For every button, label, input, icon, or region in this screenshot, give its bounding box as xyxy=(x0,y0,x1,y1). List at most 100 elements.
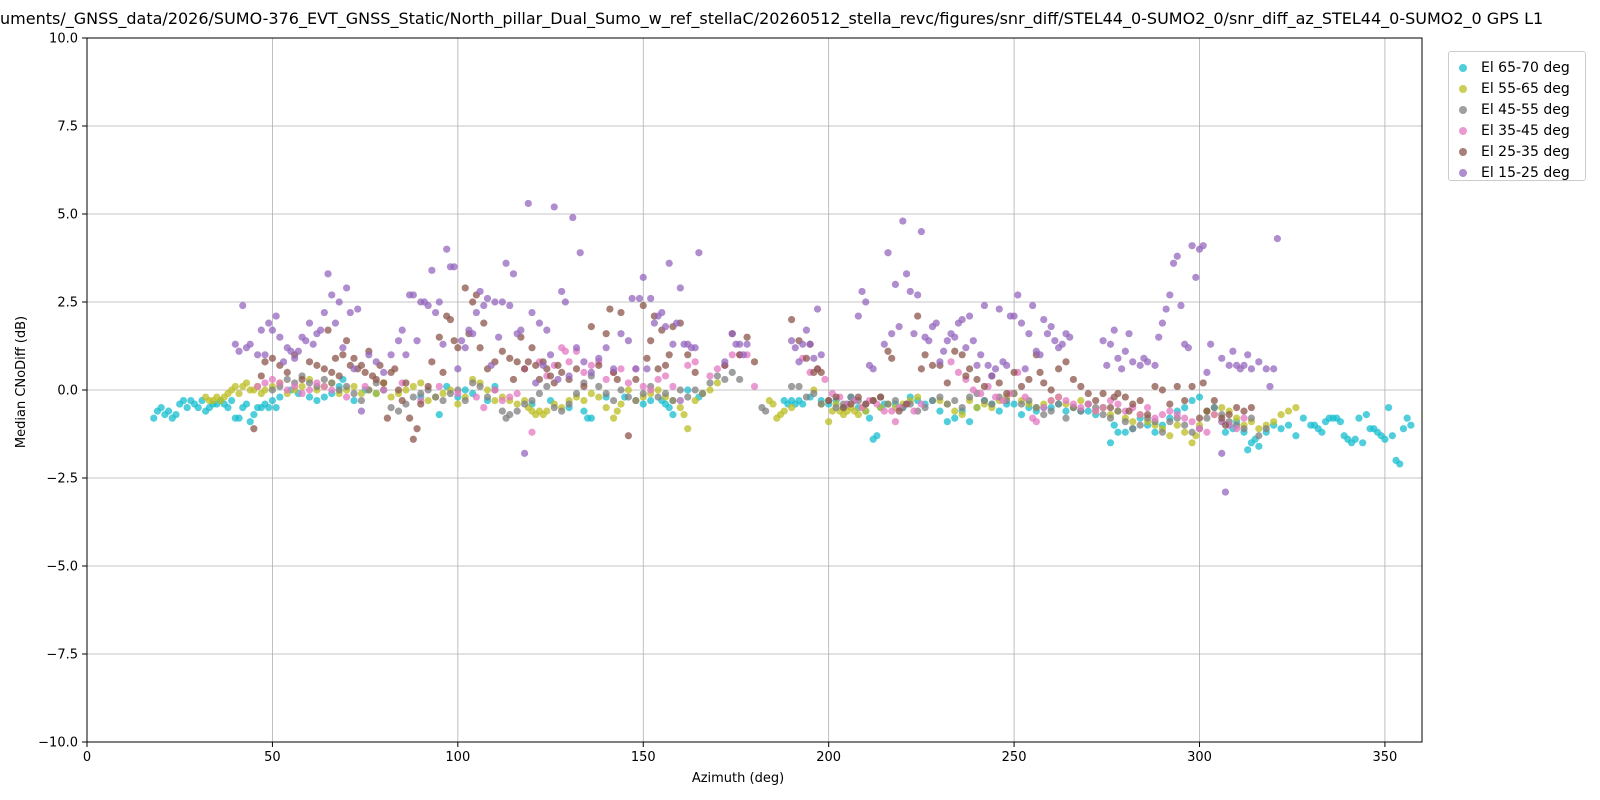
data-point xyxy=(357,396,366,405)
data-point xyxy=(1244,446,1252,454)
data-point xyxy=(617,400,625,408)
data-point xyxy=(1118,365,1126,373)
data-point xyxy=(506,354,514,362)
data-point xyxy=(802,354,811,362)
data-point xyxy=(480,301,488,310)
data-point xyxy=(669,396,677,405)
data-point xyxy=(483,386,492,394)
data-point xyxy=(1266,382,1274,391)
data-point xyxy=(1203,414,1211,422)
data-point xyxy=(1040,379,1048,387)
data-point xyxy=(365,351,373,359)
data-point xyxy=(639,400,647,408)
data-point xyxy=(228,396,236,405)
data-point xyxy=(743,333,751,341)
data-point xyxy=(684,425,692,433)
data-point xyxy=(476,287,484,296)
data-point xyxy=(224,404,232,412)
data-point xyxy=(876,393,885,401)
data-point xyxy=(654,375,662,384)
data-point xyxy=(1158,386,1167,394)
data-point xyxy=(1084,389,1092,398)
data-point xyxy=(313,396,321,405)
data-point xyxy=(695,249,703,257)
data-point xyxy=(1025,375,1033,384)
x-tick-label: 350 xyxy=(1373,750,1398,765)
data-point xyxy=(951,347,959,355)
data-point xyxy=(320,375,328,384)
data-point xyxy=(691,358,699,366)
data-point xyxy=(283,386,291,394)
data-point xyxy=(1125,407,1133,415)
data-point xyxy=(891,418,900,426)
data-point xyxy=(965,365,974,373)
data-point xyxy=(639,273,647,281)
data-point xyxy=(483,294,492,303)
data-point xyxy=(661,372,670,380)
legend-marker-el-65-70 xyxy=(1459,64,1467,72)
data-point xyxy=(873,432,881,440)
chart-title: uments/_GNSS_data/2026/SUMO-376_EVT_GNSS… xyxy=(0,9,1544,28)
data-point xyxy=(431,308,440,317)
data-point xyxy=(1084,400,1092,408)
x-tick-label: 150 xyxy=(631,750,656,765)
data-point xyxy=(342,382,351,391)
data-point xyxy=(342,337,351,345)
data-point xyxy=(268,326,277,334)
data-point xyxy=(602,404,610,412)
data-point xyxy=(661,389,670,398)
data-point xyxy=(1355,414,1363,422)
data-point xyxy=(902,270,911,278)
data-point xyxy=(276,333,284,341)
data-point xyxy=(1151,428,1159,436)
y-tick-label: 2.5 xyxy=(57,296,78,311)
data-point xyxy=(235,347,243,355)
data-point xyxy=(491,396,499,405)
data-point xyxy=(313,379,321,387)
data-point xyxy=(1188,418,1196,426)
data-point xyxy=(854,411,862,419)
data-point xyxy=(469,330,477,338)
data-point xyxy=(1021,393,1029,401)
data-point xyxy=(1232,414,1241,422)
data-point xyxy=(450,263,458,271)
data-point xyxy=(1221,488,1230,496)
data-point xyxy=(320,393,328,401)
data-point xyxy=(454,365,462,373)
data-point xyxy=(524,358,532,366)
data-point xyxy=(609,396,618,405)
data-point xyxy=(558,407,566,415)
legend-marker-el-55-65 xyxy=(1459,85,1467,93)
data-point xyxy=(1110,421,1118,429)
data-point xyxy=(235,389,243,398)
data-point xyxy=(1010,312,1018,320)
data-point xyxy=(1270,365,1278,373)
data-point xyxy=(491,298,499,306)
data-point xyxy=(543,326,551,334)
data-point xyxy=(947,358,955,366)
data-point xyxy=(1054,365,1063,373)
data-point xyxy=(539,361,547,369)
data-point xyxy=(1218,449,1226,457)
data-point xyxy=(561,298,569,306)
data-point xyxy=(1318,428,1326,436)
data-point xyxy=(617,330,625,338)
data-point xyxy=(1255,442,1263,450)
data-point xyxy=(661,361,670,369)
data-point xyxy=(587,323,595,331)
data-point xyxy=(1203,368,1211,376)
data-point xyxy=(1051,337,1059,345)
data-point xyxy=(951,333,959,341)
data-point xyxy=(1136,411,1144,419)
data-point xyxy=(1192,273,1200,281)
data-point xyxy=(276,393,284,401)
data-point xyxy=(613,407,621,415)
data-point xyxy=(1292,432,1300,440)
data-point xyxy=(157,404,165,412)
data-point xyxy=(1125,330,1133,338)
data-point xyxy=(958,316,966,324)
data-point xyxy=(991,365,1000,373)
data-point xyxy=(669,382,677,391)
data-point xyxy=(713,365,722,373)
data-point xyxy=(383,414,391,422)
